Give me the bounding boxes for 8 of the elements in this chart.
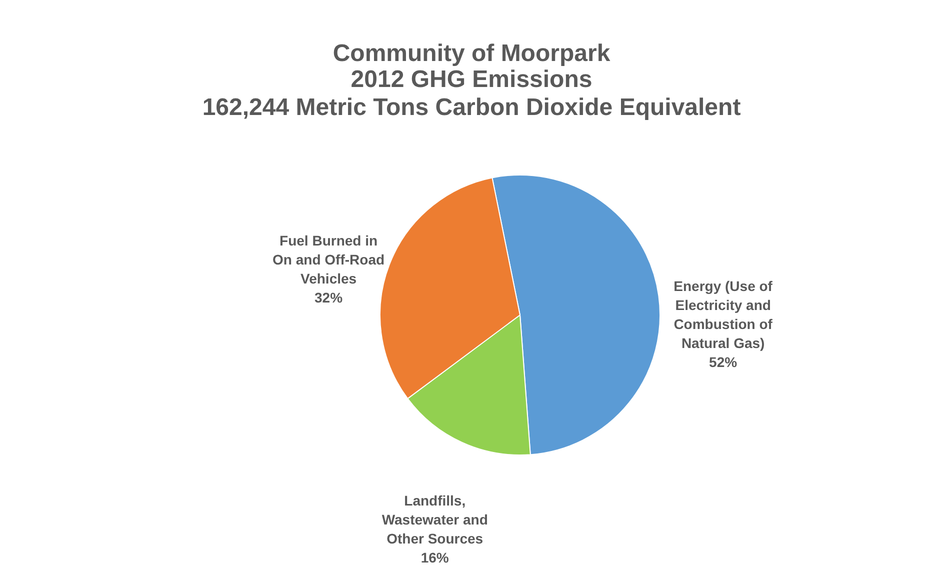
data-label: 52% xyxy=(709,354,738,370)
slice-label: Landfills, Wastewater and Other Sources xyxy=(382,492,488,546)
data-label: 32% xyxy=(314,290,344,306)
data-label: 16% xyxy=(420,549,450,566)
chart-subtitle: 162,244 Metric Tons Carbon Dioxide Equivalent xyxy=(202,94,741,121)
slice-label: Fuel Burned in On and Off-Road Vehicles xyxy=(272,232,385,287)
chart-title: Community of Moorpark 2012 GHG Emissions xyxy=(332,40,611,93)
slice-label: Energy (Use of Electricity and Combustion of Natural Gas) xyxy=(674,278,773,351)
